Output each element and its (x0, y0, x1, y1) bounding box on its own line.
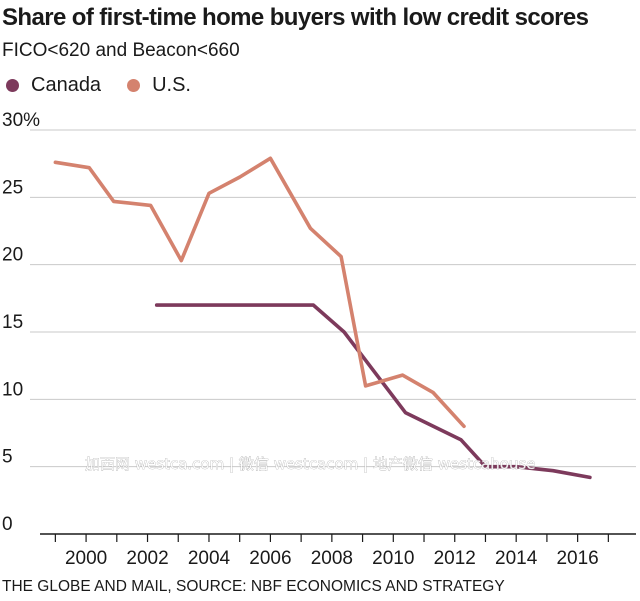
series-line-canada (154, 303, 592, 480)
x-tick-label-2002: 2002 (126, 548, 168, 569)
y-tick-label-15: 15 (2, 312, 23, 333)
y-tick-label-30: 30% (2, 110, 40, 131)
y-tick-label-5: 5 (2, 447, 13, 468)
legend-swatch-canada (6, 79, 19, 92)
x-tick-label-2014: 2014 (495, 548, 538, 569)
y-tick-label-25: 25 (2, 177, 23, 198)
axes (40, 533, 636, 542)
x-tick-label-2008: 2008 (311, 548, 353, 569)
legend-item-canada: Canada (6, 74, 101, 97)
legend-item-us: U.S. (127, 74, 191, 97)
x-tick-label-2004: 2004 (188, 548, 231, 569)
y-tick-label-0: 0 (2, 514, 13, 535)
series-line-us (53, 156, 466, 429)
chart-subtitle: FICO<620 and Beacon<660 (2, 40, 240, 61)
x-axis-tick-labels: 2000 2002 2004 2006 2008 2010 2012 2014 2016 (65, 548, 599, 569)
x-tick-label-2012: 2012 (434, 548, 476, 569)
series-lines (53, 156, 592, 480)
y-tick-label-10: 10 (2, 379, 23, 400)
watermark-text: 加西网 westca.com | 微信 westcacom | 地产微信 wes… (85, 455, 535, 473)
legend-label-canada: Canada (31, 74, 102, 96)
chart-title: Share of first-time home buyers with low… (2, 4, 589, 31)
x-tick-label-2006: 2006 (249, 548, 291, 569)
x-tick-label-2016: 2016 (556, 548, 598, 569)
legend-label-us: U.S. (152, 74, 191, 96)
chart-source: THE GLOBE AND MAIL, SOURCE: NBF ECONOMIC… (2, 578, 505, 595)
legend-swatch-us (127, 79, 141, 92)
x-tick-label-2010: 2010 (372, 548, 414, 569)
chart-legend: Canada U.S. (6, 74, 217, 97)
gridlines (30, 129, 636, 468)
y-axis-tick-labels: 0 5 10 15 20 25 30% (2, 110, 40, 535)
x-tick-label-2000: 2000 (65, 548, 107, 569)
y-tick-label-20: 20 (2, 245, 23, 266)
